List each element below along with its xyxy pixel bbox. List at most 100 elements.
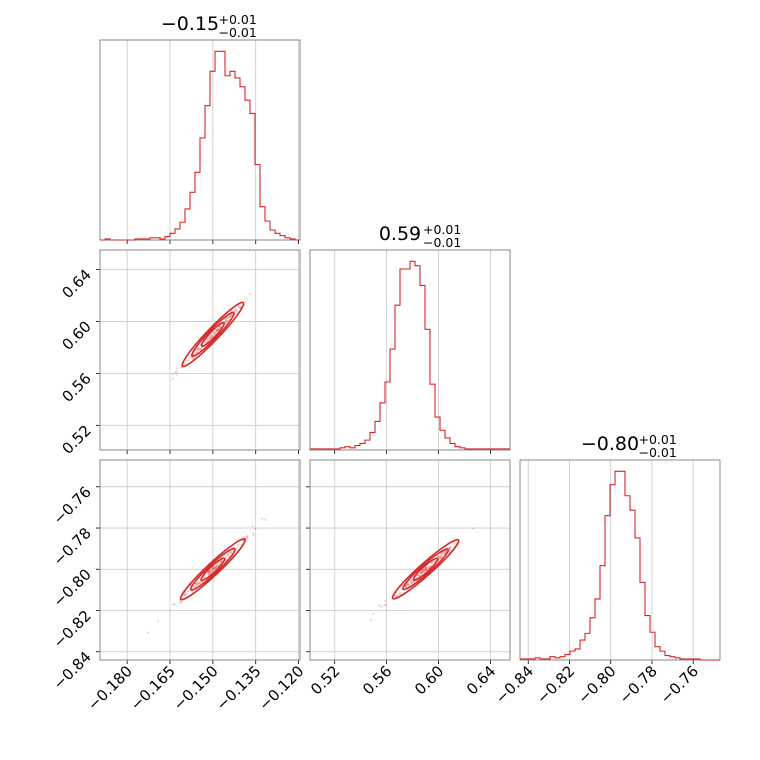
y-tick-label: −0.84: [50, 648, 95, 693]
scatter-point: [185, 358, 188, 362]
scatter-point: [430, 561, 434, 564]
scatter-point: [395, 594, 398, 597]
scatter-point: [227, 553, 230, 557]
scatter-point: [206, 572, 210, 575]
scatter-point: [407, 583, 410, 586]
scatter-point: [199, 580, 202, 583]
scatter-point: [210, 570, 213, 573]
scatter-point: [421, 570, 424, 573]
scatter-point: [377, 604, 380, 607]
panel-title-2: −0.80: [581, 433, 639, 455]
scatter-point: [430, 562, 434, 565]
scatter-point: [180, 600, 183, 603]
scatter-point: [219, 325, 222, 329]
scatter-point: [412, 580, 415, 583]
scatter-point: [237, 305, 240, 309]
scatter-point: [472, 527, 475, 530]
scatter-point: [216, 330, 219, 333]
x-tick-label: −0.76: [657, 662, 702, 707]
scatter-point: [208, 571, 211, 574]
scatter-point: [239, 306, 242, 310]
scatter-point: [174, 371, 177, 374]
scatter-point: [252, 533, 255, 537]
x-tick-label: −0.78: [616, 662, 661, 707]
scatter-point: [187, 359, 190, 362]
scatter-point: [234, 307, 237, 311]
scatter-point: [413, 580, 416, 583]
scatter-point: [224, 320, 228, 323]
scatter-point: [220, 560, 223, 563]
scatter-point: [246, 537, 249, 540]
x-tick-label: −0.120: [255, 662, 307, 714]
scatter-point: [173, 603, 176, 606]
axis-frame: [99, 39, 301, 241]
scatter-point: [226, 316, 229, 319]
scatter-point: [190, 590, 194, 593]
scatter-point: [215, 566, 218, 569]
scatter-point: [196, 579, 199, 582]
scatter-point: [157, 619, 160, 623]
scatter-point: [213, 566, 216, 569]
scatter-point: [441, 553, 444, 556]
scatter-point: [209, 337, 212, 340]
scatter-point: [423, 569, 426, 572]
scatter-point: [441, 551, 444, 554]
panel-title-lower-0: −0.01: [219, 25, 257, 40]
scatter-point: [422, 570, 425, 573]
x-tick-label: 0.52: [307, 662, 343, 698]
scatter-point: [430, 561, 433, 564]
scatter-point: [220, 560, 223, 563]
scatter-point: [245, 297, 248, 300]
scatter-point: [206, 338, 209, 341]
panel-title-0: −0.15: [161, 13, 219, 35]
x-tick-label: 0.56: [359, 662, 395, 698]
scatter-point: [229, 551, 232, 555]
scatter-point: [215, 563, 218, 566]
scatter-point: [229, 315, 232, 318]
scatter-point: [383, 600, 387, 603]
scatter-point: [195, 582, 198, 585]
scatter-point: [398, 591, 402, 594]
scatter-point: [193, 586, 196, 589]
scatter-point: [439, 555, 442, 558]
scatter-point: [214, 565, 217, 569]
scatter-point: [172, 603, 175, 606]
scatter-point: [208, 336, 211, 339]
axis-frame: [309, 459, 511, 661]
scatter-point: [417, 573, 420, 576]
scatter-point: [441, 552, 444, 555]
contour-2sigma: [191, 311, 235, 358]
scatter-point: [410, 581, 414, 585]
contour-3sigma: [181, 301, 245, 368]
scatter-point: [424, 566, 428, 569]
contour-2sigma: [402, 548, 450, 591]
scatter-point: [216, 328, 220, 331]
scatter-point: [205, 341, 208, 344]
scatter-point: [211, 568, 214, 571]
scatter-point: [409, 579, 412, 582]
scatter-point: [421, 570, 425, 574]
scatter-point: [220, 560, 223, 563]
scatter-point: [175, 370, 179, 373]
scatter-point: [235, 311, 238, 314]
scatter-point: [216, 562, 219, 565]
scatter-point: [228, 550, 232, 553]
contour-1sigma: [200, 557, 226, 582]
scatter-point: [214, 567, 217, 571]
scatter-point: [207, 573, 210, 576]
scatter-point: [246, 534, 249, 538]
scatter-point: [419, 571, 422, 574]
scatter-point: [196, 350, 199, 354]
scatter-point: [197, 581, 200, 584]
scatter-point: [448, 549, 451, 552]
panel-title-upper-2: +0.01: [639, 432, 677, 447]
scatter-point: [424, 568, 427, 572]
contour-2sigma: [189, 547, 236, 591]
scatter-point: [236, 544, 240, 547]
scatter-point: [195, 350, 199, 354]
scatter-point: [176, 373, 179, 376]
panel-0-0: −0.15 +0.01−0.01: [99, 12, 301, 244]
scatter-point: [420, 570, 424, 573]
scatter-point: [404, 585, 407, 588]
scatter-point: [213, 332, 216, 335]
